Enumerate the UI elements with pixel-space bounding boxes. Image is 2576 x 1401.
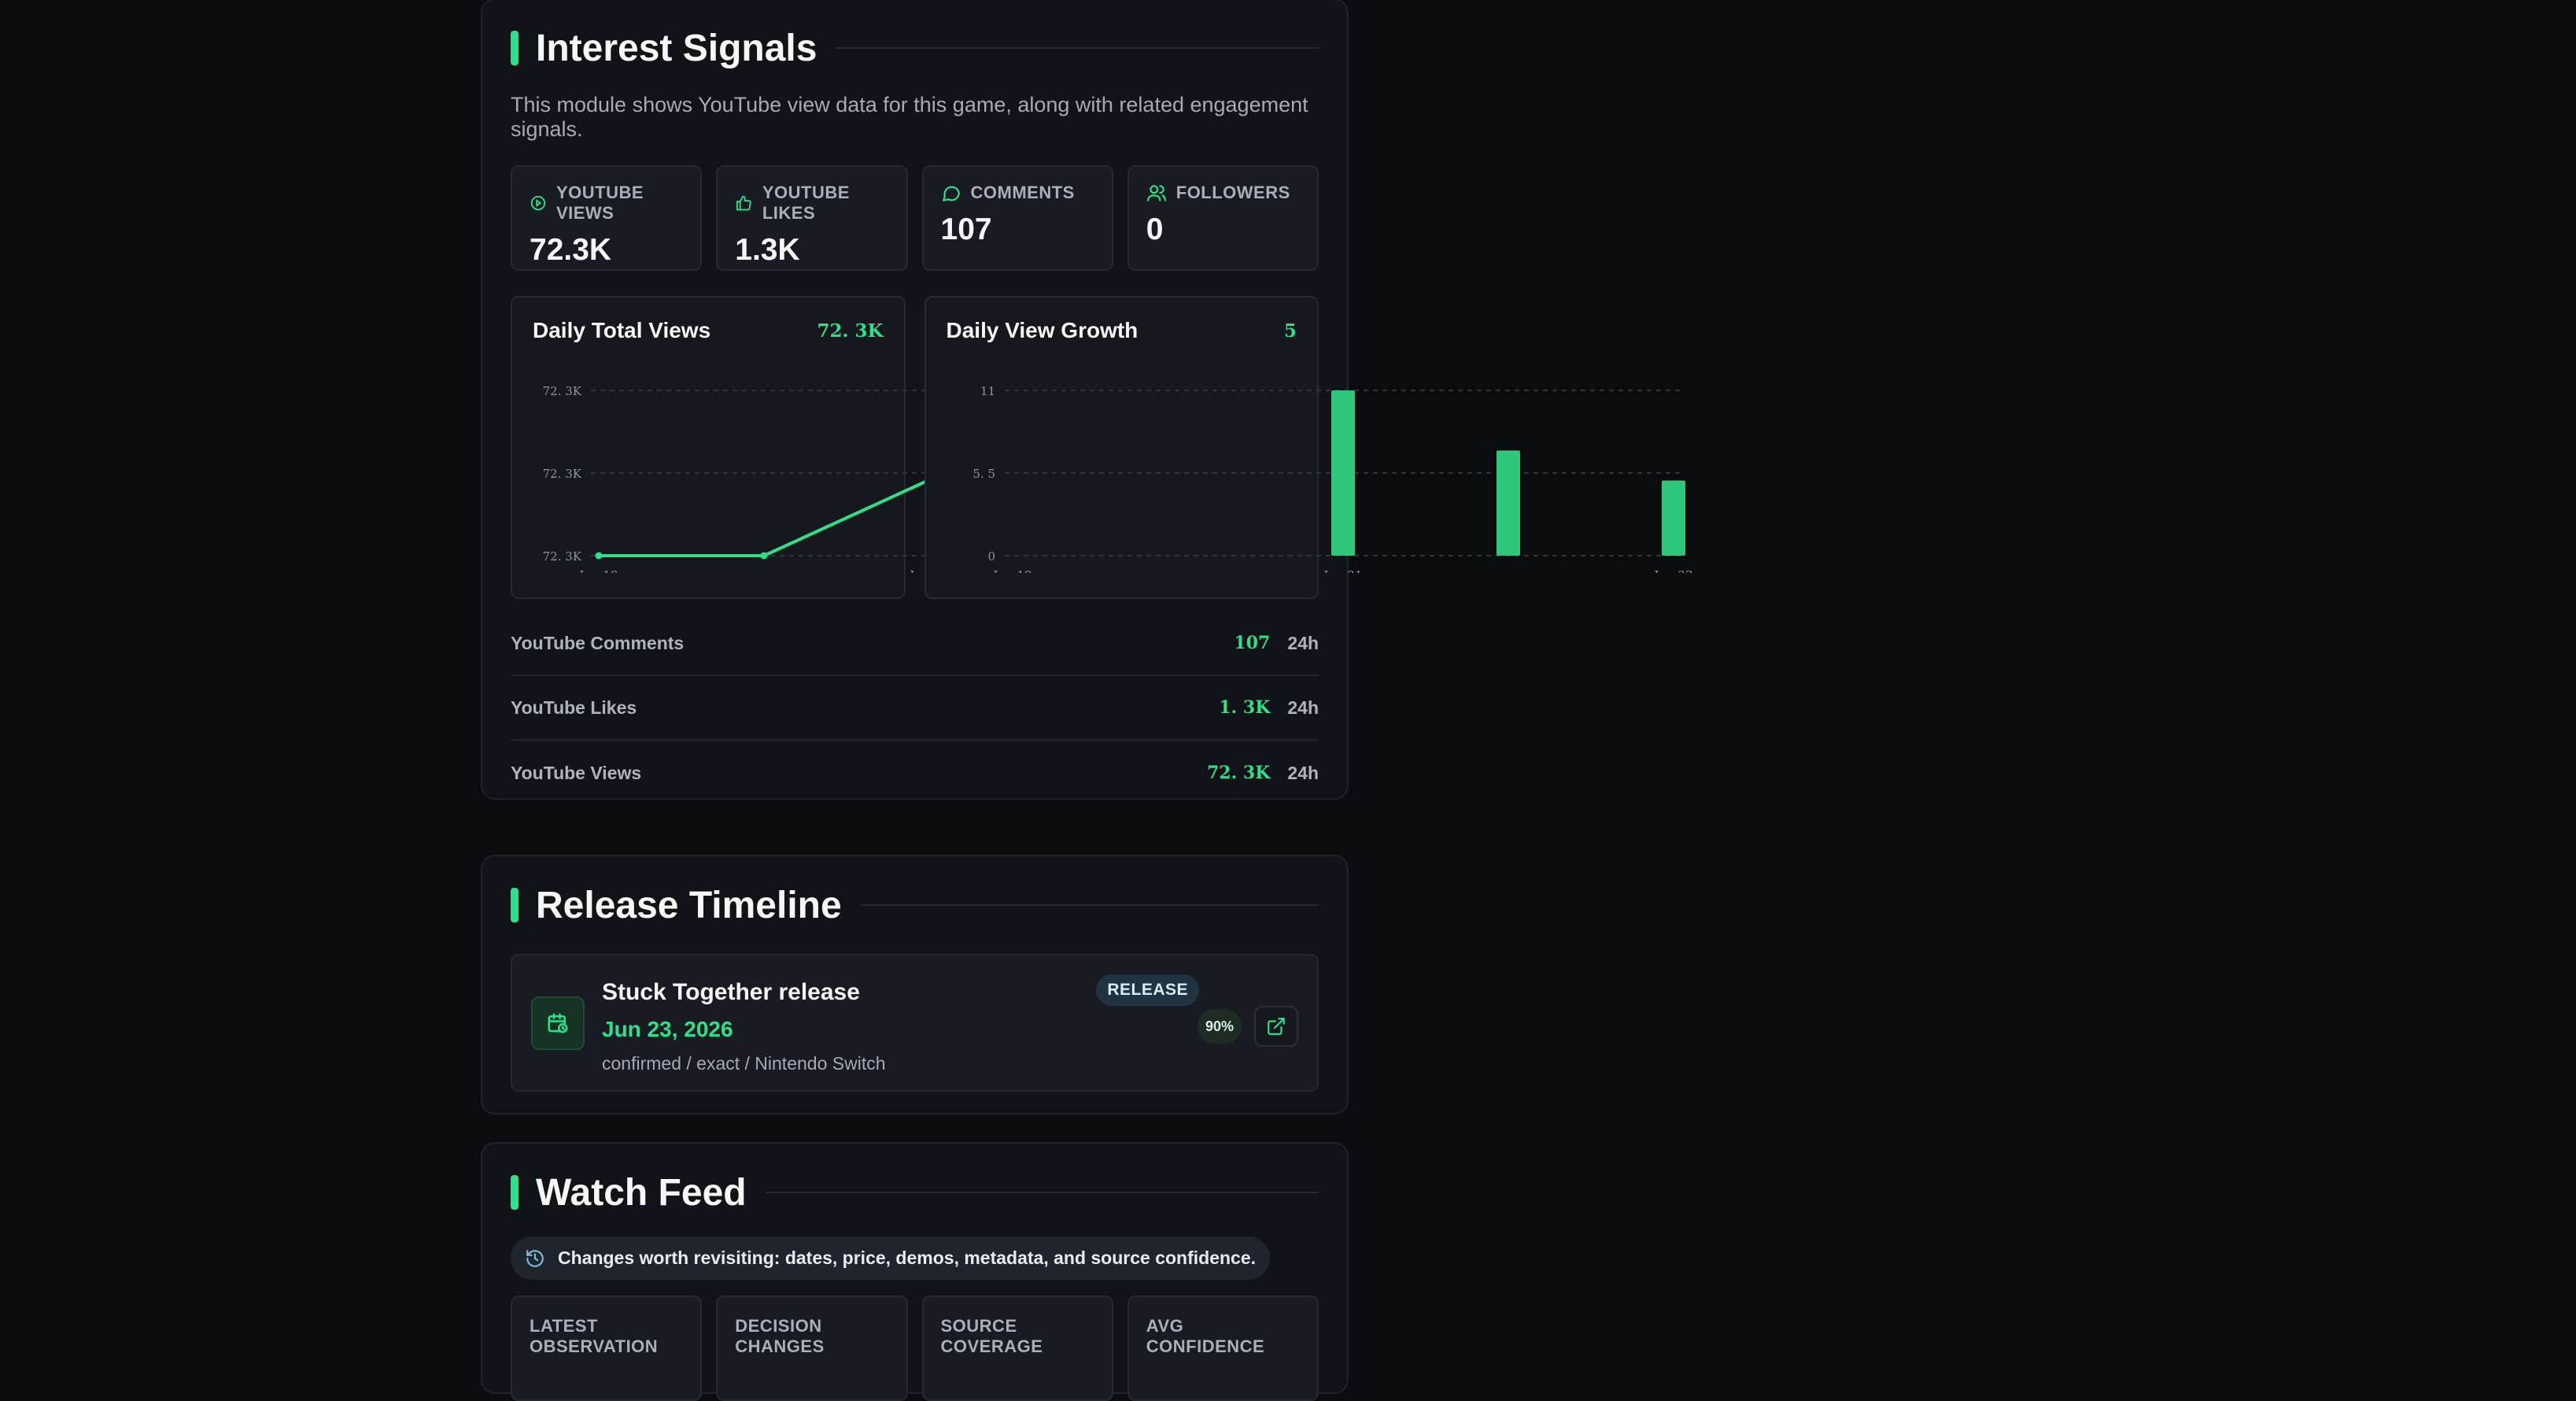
signal-period: 24h	[1287, 697, 1319, 718]
section-header: Watch Feed	[511, 1144, 1319, 1241]
stat-value: 72.3K	[530, 233, 612, 267]
feed-card-avg-confidence: AVG CONFIDENCE	[1127, 1296, 1319, 1401]
section-header: Release Timeline	[511, 856, 1319, 954]
external-link-icon	[1268, 1018, 1285, 1035]
feed-card-source-coverage: SOURCE COVERAGE	[921, 1296, 1113, 1401]
accent-bar	[511, 1175, 519, 1210]
chart-title: Daily Total Views	[533, 318, 711, 342]
chart-badge: 5	[1283, 320, 1297, 342]
stat-label: FOLLOWERS	[1175, 183, 1290, 202]
feed-card-decision-changes: DECISION CHANGES	[716, 1296, 908, 1401]
signal-value: 72. 3K	[1206, 763, 1271, 783]
release-meta: confirmed / exact / Nintendo Switch	[602, 1053, 886, 1074]
chart-title: Daily View Growth	[946, 318, 1139, 342]
signal-period: 24h	[1287, 762, 1319, 783]
signal-list: YouTube Comments 107 24h YouTube Likes 1.…	[511, 612, 1319, 805]
release-title: Stuck Together release	[602, 979, 860, 1005]
stat-card-comments: COMMENTS 107	[921, 165, 1113, 271]
x-tick-label: Jun 19	[991, 568, 1032, 573]
x-tick-label: Jun 19	[578, 568, 618, 573]
stat-label: COMMENTS	[970, 183, 1075, 202]
section-title: Watch Feed	[536, 1171, 747, 1214]
signal-name: YouTube Comments	[511, 632, 685, 653]
release-date: Jun 23, 2026	[602, 1017, 733, 1041]
accent-bar	[511, 31, 519, 65]
data-point	[760, 552, 768, 560]
stat-value: 0	[1146, 213, 1164, 246]
section-title: Interest Signals	[536, 27, 817, 69]
watch-feed-section: Watch Feed Changes worth revisiting: dat…	[481, 1142, 1349, 1401]
y-tick-label: 11	[980, 384, 995, 398]
users-icon	[1146, 185, 1166, 201]
y-tick-label: 5. 5	[972, 467, 995, 481]
stat-label: DECISION CHANGES	[735, 1316, 825, 1356]
comment-icon	[942, 186, 960, 201]
section-description: This module shows YouTube view data for …	[511, 93, 1308, 141]
chart-badge: 72. 3K	[817, 320, 884, 342]
signal-name: YouTube Views	[511, 762, 642, 783]
section-title: Release Timeline	[536, 884, 842, 926]
stat-label: SOURCE COVERAGE	[940, 1316, 1043, 1356]
signal-period: 24h	[1287, 632, 1319, 653]
bar	[1661, 480, 1685, 556]
y-tick-label: 72. 3K	[543, 549, 582, 564]
bar	[1496, 450, 1520, 556]
info-pill-text: Changes worth revisiting: dates, price, …	[558, 1248, 1257, 1268]
thumbs-up-icon	[736, 195, 751, 211]
signal-name: YouTube Likes	[511, 697, 637, 718]
stat-label: YOUTUBE LIKES	[762, 183, 850, 223]
divider	[765, 1192, 1319, 1193]
signal-row: YouTube Likes 1. 3K 24h	[511, 676, 1319, 741]
signal-value: 1. 3K	[1219, 697, 1271, 718]
divider	[860, 904, 1319, 906]
daily-total-views-chart: Daily Total Views 72. 3K 72. 3K 72. 3K 72.…	[511, 296, 1279, 599]
interest-signals-section: Interest Signals This module shows YouTu…	[481, 0, 1692, 800]
stat-value: 1.3K	[735, 233, 800, 267]
history-icon	[526, 1249, 544, 1267]
release-card[interactable]: Stuck Together release Jun 23, 2026 conf…	[511, 954, 1319, 1092]
stat-label: YOUTUBE VIEWS	[555, 183, 644, 223]
stat-card-youtube-views: YOUTUBE VIEWS 72.3K	[511, 165, 703, 271]
y-tick-label: 0	[987, 549, 995, 564]
info-pill: Changes worth revisiting: dates, price, …	[511, 1237, 1271, 1280]
daily-view-growth-chart: Daily View Growth 5 11 5. 5 0 Jun 19 Jun 21 J…	[924, 296, 1692, 599]
stat-label: AVG CONFIDENCE	[1146, 1316, 1265, 1356]
x-tick-label: Jun 23	[1652, 568, 1692, 573]
stat-card-youtube-likes: YOUTUBE LIKES 1.3K	[716, 165, 908, 271]
bar-plot: 11 5. 5 0 Jun 19 Jun 21 Jun 23	[972, 384, 1692, 573]
section-header: Interest Signals	[511, 0, 1319, 96]
signal-row: YouTube Comments 107 24h	[511, 612, 1319, 676]
signal-value: 107	[1234, 633, 1271, 653]
confidence-badge: 90%	[1198, 1009, 1242, 1044]
stat-label: LATEST OBSERVATION	[530, 1316, 659, 1356]
stat-grid: YOUTUBE VIEWS 72.3K YOUTUBE LIKES 1.3K C…	[511, 165, 1319, 271]
x-tick-label: Jun 21	[1322, 568, 1362, 573]
release-timeline-section: Release Timeline Stuck Together release …	[481, 855, 1349, 1115]
accent-bar	[511, 888, 519, 922]
stat-card-followers: FOLLOWERS 0	[1127, 165, 1319, 271]
chart-grid: Daily Total Views 72. 3K 72. 3K 72. 3K 72.…	[511, 296, 1692, 599]
divider	[836, 47, 1319, 49]
y-tick-label: 72. 3K	[543, 467, 582, 481]
calendar-clock-icon	[548, 1013, 568, 1033]
release-badge: RELEASE	[1096, 974, 1199, 1006]
stat-value: 107	[940, 213, 992, 246]
play-circle-icon	[530, 195, 546, 211]
data-point	[595, 552, 603, 560]
feed-card-latest-observation: LATEST OBSERVATION	[511, 1296, 703, 1401]
signal-row: YouTube Views 72. 3K 24h	[511, 741, 1319, 805]
y-tick-label: 72. 3K	[543, 384, 582, 398]
external-link-button[interactable]	[1254, 1006, 1298, 1047]
feed-stat-grid: LATEST OBSERVATION DECISION CHANGES SOUR…	[511, 1296, 1319, 1401]
bar	[1330, 390, 1355, 556]
